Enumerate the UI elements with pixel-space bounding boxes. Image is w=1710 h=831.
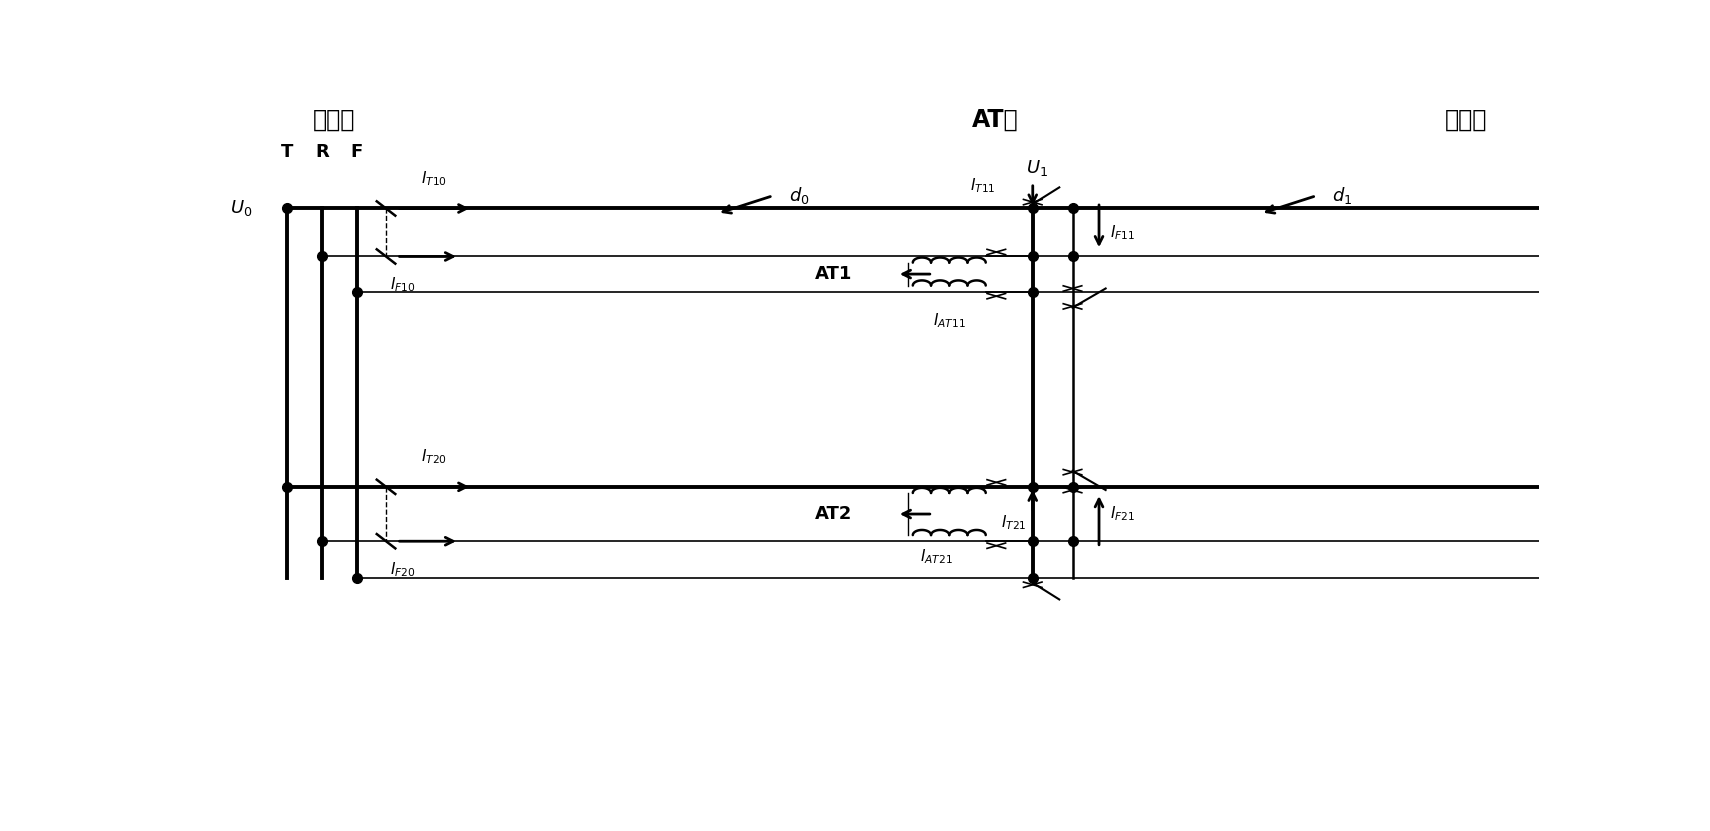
Text: $U_1$: $U_1$ (1026, 158, 1048, 178)
Text: $U_0$: $U_0$ (229, 199, 251, 219)
Text: AT1: AT1 (814, 265, 852, 283)
Text: $I_{T21}$: $I_{T21}$ (1000, 514, 1026, 533)
Text: T: T (280, 143, 292, 161)
Text: $I_{T10}$: $I_{T10}$ (421, 170, 448, 188)
Text: AT2: AT2 (814, 505, 852, 523)
Text: $I_{F21}$: $I_{F21}$ (1110, 504, 1135, 524)
Text: $I_{F11}$: $I_{F11}$ (1110, 224, 1135, 242)
Text: 分区所: 分区所 (1445, 108, 1488, 132)
Text: $I_{AT21}$: $I_{AT21}$ (920, 548, 952, 567)
Text: R: R (316, 143, 330, 161)
Text: $I_{AT11}$: $I_{AT11}$ (934, 311, 966, 330)
Text: $I_{T20}$: $I_{T20}$ (421, 448, 448, 466)
Text: $I_{T11}$: $I_{T11}$ (970, 177, 995, 195)
Text: 变电所: 变电所 (313, 108, 356, 132)
Text: $I_{F10}$: $I_{F10}$ (390, 276, 416, 294)
Text: F: F (351, 143, 363, 161)
Text: $I_{F20}$: $I_{F20}$ (390, 560, 416, 579)
Text: AT所: AT所 (973, 108, 1019, 132)
Text: $d_1$: $d_1$ (1332, 185, 1353, 206)
Text: $d_0$: $d_0$ (788, 185, 809, 206)
